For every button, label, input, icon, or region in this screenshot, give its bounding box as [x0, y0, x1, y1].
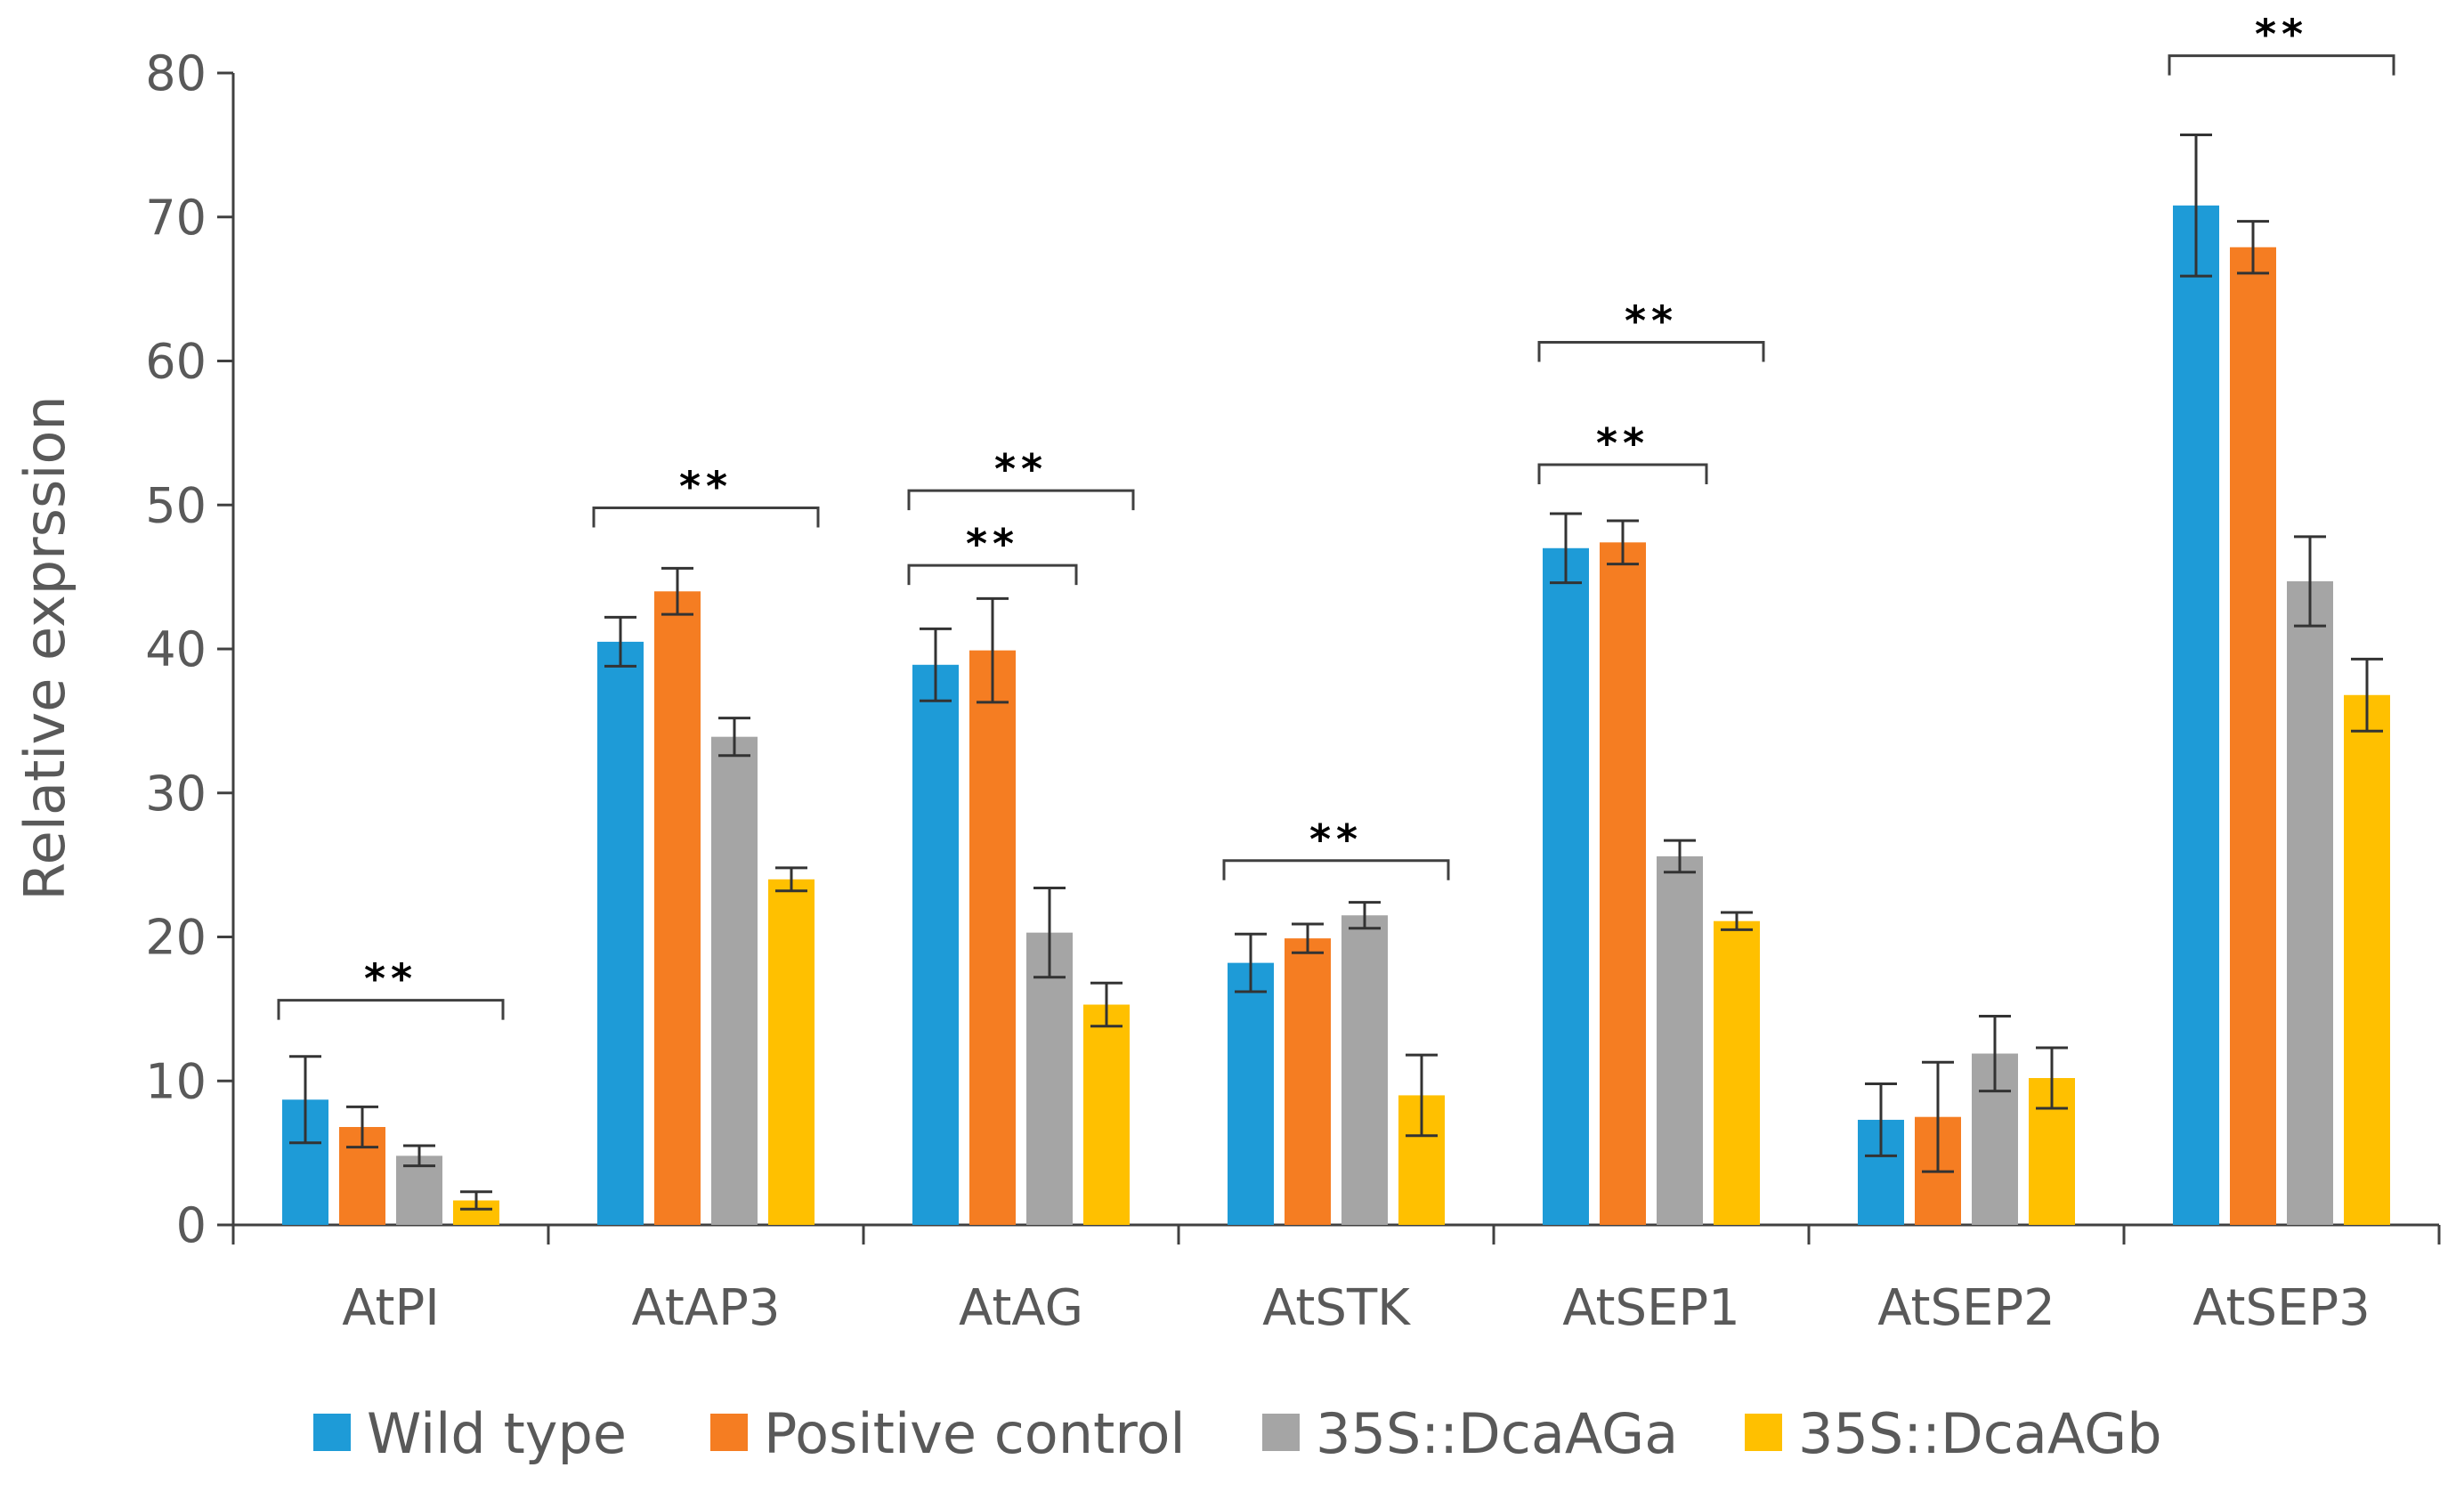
- x-tick-label: AtSTK: [1262, 1279, 1411, 1337]
- y-axis-title: Relative exprssion: [12, 395, 77, 900]
- axes-group: 0 10 20 30 40 50 60 70 80: [145, 45, 2441, 1253]
- bar: [396, 1155, 442, 1225]
- significance-bracket: [907, 563, 1078, 586]
- bar: [768, 879, 815, 1225]
- x-tick-label: AtSEP2: [1877, 1279, 2055, 1337]
- bar: [2344, 694, 2390, 1225]
- significance-bracket: [277, 999, 505, 1020]
- significance-bracket: [1537, 340, 1765, 362]
- y-tick-label: 0: [176, 1197, 207, 1253]
- y-tick-label: 40: [145, 621, 207, 677]
- y-tick-label: 20: [145, 910, 207, 966]
- bar: [912, 664, 959, 1225]
- x-tick-label: AtSEP3: [2192, 1279, 2371, 1337]
- significance-bracket: [907, 489, 1135, 511]
- significance-label: **: [1309, 815, 1363, 863]
- bar: [2173, 205, 2219, 1225]
- x-tick-label: AtAP3: [632, 1279, 781, 1337]
- y-tick-label: 80: [145, 45, 207, 101]
- bars-group: [282, 205, 2390, 1225]
- y-tick-label: 70: [145, 190, 207, 246]
- bar: [1600, 542, 1646, 1225]
- legend-swatch: [710, 1414, 748, 1451]
- significance-label: **: [2255, 11, 2308, 59]
- legend-label: Positive control: [764, 1401, 1186, 1466]
- x-tick-label: AtSEP1: [1562, 1279, 1740, 1337]
- bar: [1228, 962, 1274, 1225]
- bar: [654, 591, 701, 1225]
- significance-label: **: [966, 520, 1019, 568]
- bar: [1285, 938, 1331, 1225]
- bar: [1083, 1004, 1130, 1225]
- legend-label: 35S::DcaAGa: [1316, 1401, 1678, 1466]
- significance-bracket: [1222, 859, 1450, 880]
- bar: [1543, 547, 1589, 1225]
- bar: [2230, 247, 2276, 1225]
- significance-label: **: [1596, 419, 1649, 467]
- significance-bracket: [2168, 54, 2395, 76]
- legend-swatch: [1745, 1414, 1782, 1451]
- bar: [1657, 855, 1703, 1225]
- y-tick-label: 50: [145, 477, 207, 533]
- significance-group: ** ** ** ** ** ** ** **: [277, 11, 2395, 1020]
- significance-label: **: [994, 445, 1048, 493]
- bar: [2287, 580, 2333, 1225]
- y-tick-label: 10: [145, 1053, 207, 1109]
- significance-bracket: [1537, 463, 1708, 484]
- legend-label: Wild type: [367, 1401, 627, 1466]
- error-bars-group: [289, 134, 2383, 1211]
- legend-swatch: [313, 1414, 351, 1451]
- legend: Wild type Positive control 35S::DcaAGa 35S:…: [313, 1401, 2162, 1466]
- x-tick-label: AtAG: [959, 1279, 1083, 1337]
- legend-label: 35S::DcaAGb: [1798, 1401, 2162, 1466]
- significance-label: **: [679, 462, 733, 510]
- significance-label: **: [364, 955, 417, 1003]
- bar: [711, 736, 758, 1225]
- significance-label: **: [1625, 296, 1678, 345]
- significance-bracket: [592, 506, 820, 528]
- bar: [1714, 920, 1760, 1225]
- bar: [1341, 915, 1388, 1225]
- x-tick-label: AtPI: [342, 1279, 440, 1337]
- y-tick-label: 30: [145, 766, 207, 822]
- labels-group: Relative exprssion AtPI AtAP3 AtAG AtSTK AtS…: [12, 395, 2371, 1337]
- bar: [597, 641, 644, 1225]
- bar: [1026, 932, 1073, 1225]
- y-tick-label: 60: [145, 334, 207, 390]
- bar: [969, 650, 1016, 1225]
- legend-swatch: [1262, 1414, 1300, 1451]
